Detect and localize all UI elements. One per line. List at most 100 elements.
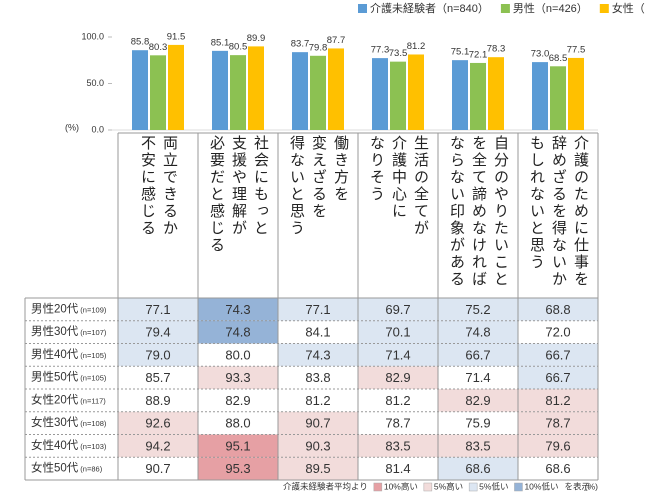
bar [328, 48, 344, 131]
cell-value: 88.0 [225, 416, 250, 431]
table-cell [278, 434, 358, 458]
value-label: 83.7 [291, 39, 310, 50]
table-cell [438, 320, 518, 344]
table-cell [518, 366, 598, 389]
row-n: (n=108) [80, 419, 107, 428]
category-label-box: 両立できるか 不安に感じる [139, 135, 178, 237]
bar [212, 50, 228, 131]
cell-value: 90.3 [305, 438, 330, 453]
table-cell [358, 411, 438, 435]
table-cell [118, 320, 198, 344]
value-label: 81.2 [407, 41, 426, 52]
table-cell [198, 457, 278, 480]
category-label: 両立できるか 不安に感じる [139, 135, 178, 237]
cell-value: 66.7 [465, 347, 490, 362]
cell-value: 78.7 [545, 416, 570, 431]
category-label: 生活の全てが 介護中心に なりそう [368, 135, 429, 237]
value-label: 73.5 [389, 48, 408, 59]
row-label: 男性40代 [31, 347, 79, 361]
table-cell [438, 366, 518, 389]
value-label: 72.1 [469, 49, 488, 60]
table-cell [118, 298, 198, 321]
value-label: 85.1 [211, 37, 230, 48]
cell-value: 95.1 [225, 438, 250, 453]
row-n: (n=117) [80, 396, 106, 405]
table-cell [358, 389, 438, 412]
cell-value: 93.3 [225, 370, 250, 385]
row-label-cell [25, 320, 118, 344]
bar [470, 62, 486, 130]
table-cell [118, 411, 198, 435]
table-cell [198, 298, 278, 321]
cell-value: 81.2 [385, 393, 410, 408]
cell-value: 70.1 [385, 325, 410, 340]
table-cell [198, 366, 278, 389]
bar [372, 58, 388, 130]
cell-value: 74.3 [305, 347, 330, 362]
bar [132, 50, 148, 130]
cell-value: 68.8 [545, 302, 570, 317]
legend-swatch [373, 482, 383, 492]
row-label-cell [25, 457, 118, 480]
row-label-cell [25, 411, 118, 435]
cell-value: 79.0 [145, 347, 170, 362]
row-label-cell [25, 298, 118, 321]
legend-swatch [514, 482, 523, 492]
cell-value: 82.9 [225, 393, 250, 408]
cell-value: 90.7 [145, 461, 170, 476]
y-tick-label: 0.0 [91, 124, 104, 134]
row-label-cell [25, 366, 118, 389]
table-cell [438, 434, 518, 458]
cell-value: 80.0 [225, 347, 250, 362]
bar [488, 57, 504, 130]
value-label: 85.8 [131, 37, 150, 48]
category-label: 介護のために仕事を 辞めざるを得ないか もしれないと思う [528, 135, 589, 288]
cell-value: 78.7 [385, 416, 410, 431]
legend-swatch [358, 4, 367, 13]
value-label: 77.5 [567, 44, 586, 55]
legend-label: 5%低い [479, 481, 508, 491]
row-n: (n=109) [80, 305, 107, 314]
cell-value: 75.9 [465, 416, 490, 431]
row-label: 女性50代 [31, 461, 79, 475]
value-label: 79.8 [309, 42, 328, 53]
cell-value: 83.5 [385, 438, 410, 453]
table-cell [278, 366, 358, 389]
table-cell [358, 298, 438, 321]
row-label: 男性50代 [31, 370, 79, 384]
cell-value: 77.1 [145, 302, 170, 317]
row-n: (n=105) [80, 351, 107, 360]
cell-value: 79.4 [145, 325, 170, 340]
bar [452, 60, 468, 131]
bar [248, 46, 264, 130]
category-label-box: 社会にもっと 支援や理解が 必要だと感じる [208, 135, 269, 254]
row-label: 男性30代 [31, 324, 79, 338]
table-cell [278, 298, 358, 321]
table-cell [198, 320, 278, 344]
legend-swatch [468, 482, 478, 492]
value-label: 80.3 [149, 42, 168, 53]
table-cell [518, 434, 598, 458]
category-label-box: 介護のために仕事を 辞めざるを得ないか もしれないと思う [528, 135, 589, 288]
cell-value: 68.6 [545, 461, 570, 476]
legend-swatch [599, 4, 609, 13]
row-label: 男性20代 [31, 301, 79, 315]
table-cell [118, 366, 198, 389]
table-cell [518, 411, 598, 435]
row-label: 女性40代 [31, 438, 79, 452]
y-tick-label: 50.0 [86, 78, 104, 88]
table-cell [278, 457, 358, 480]
cell-value: 95.3 [225, 461, 250, 476]
value-label: 75.1 [451, 47, 470, 58]
bar [310, 55, 326, 131]
cell-value: 69.7 [385, 302, 410, 317]
table-cell [278, 411, 358, 435]
table-cell [438, 411, 518, 435]
cell-value: 66.7 [545, 347, 570, 362]
category-label: 社会にもっと 支援や理解が 必要だと感じる [208, 135, 269, 254]
table-cell [118, 389, 198, 412]
table-cell [358, 343, 438, 367]
legend-label: 介護未経験者（n=840） [370, 1, 489, 15]
category-label-box: 働き方を 変えざるを 得ないと思う [288, 135, 349, 237]
